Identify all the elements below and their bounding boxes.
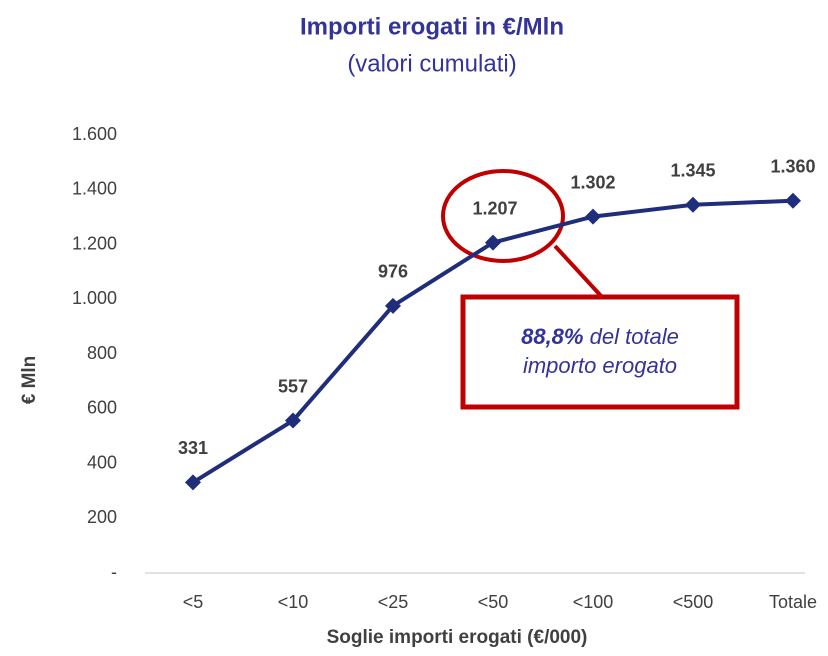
y-tick-label: 600 [87,398,117,418]
x-axis-label: Soglie importi erogati (€/000) [327,627,588,648]
connector [553,244,604,299]
y-axis-label: € Mln [19,356,40,405]
data-label: 1.207 [472,198,517,218]
y-tick-label: - [111,562,117,582]
y-tick-label: 1.400 [72,179,117,199]
marker [685,196,701,213]
marker [185,474,201,491]
marker [485,234,501,251]
x-tick-label: <25 [378,592,409,612]
data-label: 1.302 [570,172,615,192]
x-tick-label: <500 [673,592,714,612]
highlight-ellipse [441,169,565,263]
x-tick-label: Totale [769,592,817,612]
annotation-box [460,294,740,410]
data-label: 976 [378,262,408,282]
data-label: 1.360 [770,156,815,176]
y-tick-label: 1.000 [72,288,117,308]
x-tick-label: <50 [478,592,509,612]
chart-subtitle: (valori cumulati) [347,50,516,77]
x-tick-label: <10 [278,592,309,612]
data-label: 557 [278,376,308,396]
marker [785,192,801,209]
annotation-highlight: 88,8% [521,324,583,349]
y-tick-label: 1.600 [72,124,117,144]
x-tick-label: <100 [573,592,614,612]
y-tick-label: 1.200 [72,233,117,253]
annotation-text: importo erogato [523,353,677,378]
marker [285,412,301,429]
data-label: 1.345 [670,161,715,181]
y-tick-label: 400 [87,452,117,472]
annotation-text: 88,8% del totale [521,324,679,349]
y-tick-label: 800 [87,343,117,363]
x-tick-label: <5 [183,592,204,612]
y-tick-label: 200 [87,507,117,527]
data-label: 331 [178,438,208,458]
marker [585,208,601,225]
annotation-line: del totale [590,324,679,349]
chart-title: Importi erogati in €/Mln [300,13,564,40]
marker [385,297,401,314]
